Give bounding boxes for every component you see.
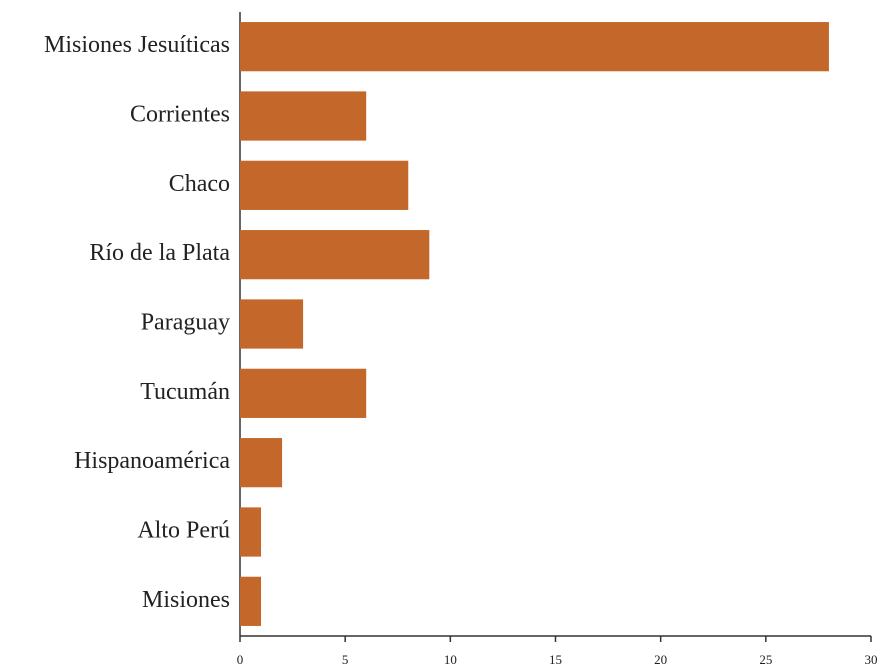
bar	[240, 160, 409, 210]
x-tick-label: 10	[444, 652, 457, 667]
y-tick-label: Misiones	[142, 587, 230, 613]
x-tick-label: 15	[549, 652, 562, 667]
y-tick-label: Hispanoamérica	[74, 448, 230, 474]
y-tick-label: Río de la Plata	[89, 240, 230, 266]
bar	[240, 507, 262, 557]
bar	[240, 368, 367, 418]
y-tick-label: Alto Perú	[137, 518, 230, 544]
y-tick-label: Misiones Jesuíticas	[44, 32, 230, 58]
x-tick-label: 20	[654, 652, 667, 667]
y-tick-label: Tucumán	[140, 379, 230, 405]
y-tick-label: Chaco	[169, 171, 230, 197]
bar	[240, 438, 283, 488]
x-tick-label: 25	[759, 652, 772, 667]
bar	[240, 22, 829, 72]
y-tick-label: Paraguay	[141, 310, 230, 336]
x-tick-label: 30	[865, 652, 878, 667]
bar	[240, 299, 304, 349]
y-tick-label: Corrientes	[130, 102, 230, 128]
bar	[240, 230, 430, 280]
x-tick-label: 5	[342, 652, 349, 667]
x-tick-label: 0	[237, 652, 244, 667]
bar	[240, 576, 262, 626]
bar	[240, 91, 367, 141]
